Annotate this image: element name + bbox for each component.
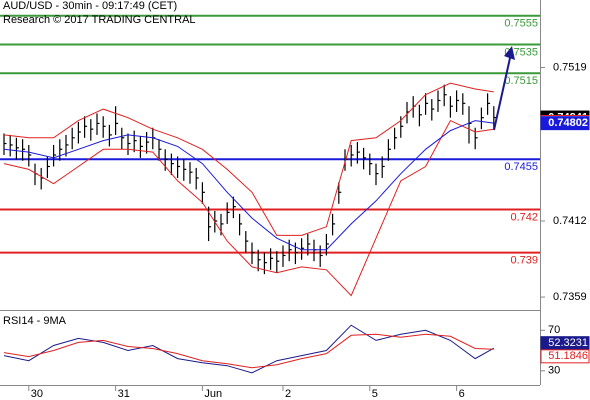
indicator-line bbox=[3, 119, 494, 297]
x-tick-label: 2 bbox=[285, 388, 291, 400]
indicator-line bbox=[3, 82, 494, 236]
level-label: 0.7455 bbox=[504, 161, 538, 173]
x-tick-label: 6 bbox=[459, 388, 465, 400]
y-tick-label: 70 bbox=[548, 324, 560, 336]
value-tag-label: 51.1846 bbox=[548, 350, 588, 362]
level-label: 0.739 bbox=[510, 254, 538, 266]
indicator-line bbox=[3, 324, 495, 374]
value-tag bbox=[540, 349, 590, 364]
y-tick-label: 0.7359 bbox=[553, 291, 587, 303]
forecast-arrow bbox=[493, 57, 511, 131]
value-tag-label: 52.3231 bbox=[548, 337, 588, 349]
plot-layer: 0.75550.75350.75150.74550.7420.7390.7519… bbox=[0, 14, 590, 400]
level-label: 0.7515 bbox=[504, 75, 538, 87]
rsi-title: RSI14 - 9MA bbox=[3, 315, 67, 327]
forecast-arrowhead bbox=[504, 46, 515, 60]
x-tick-label: 30 bbox=[31, 388, 43, 400]
x-tick-label: 31 bbox=[118, 388, 130, 400]
price-tag-label: 0.74802 bbox=[548, 117, 588, 129]
y-tick-label: 0.7519 bbox=[553, 61, 587, 73]
price-tag bbox=[540, 116, 590, 131]
level-label: 0.7555 bbox=[504, 18, 538, 30]
chart-subtitle: Research © 2017 TRADING CENTRAL bbox=[3, 14, 196, 26]
x-tick-label: Jun bbox=[204, 388, 222, 400]
chart-title: AUD/USD - 30min - 09:17:49 (CET) bbox=[3, 0, 177, 12]
x-tick-label: 5 bbox=[372, 388, 378, 400]
level-label: 0.742 bbox=[510, 211, 538, 223]
indicator-line bbox=[3, 333, 494, 369]
y-tick-label: 0.7412 bbox=[553, 215, 587, 227]
y-tick-label: 30 bbox=[548, 365, 560, 377]
indicator-line bbox=[3, 120, 494, 251]
